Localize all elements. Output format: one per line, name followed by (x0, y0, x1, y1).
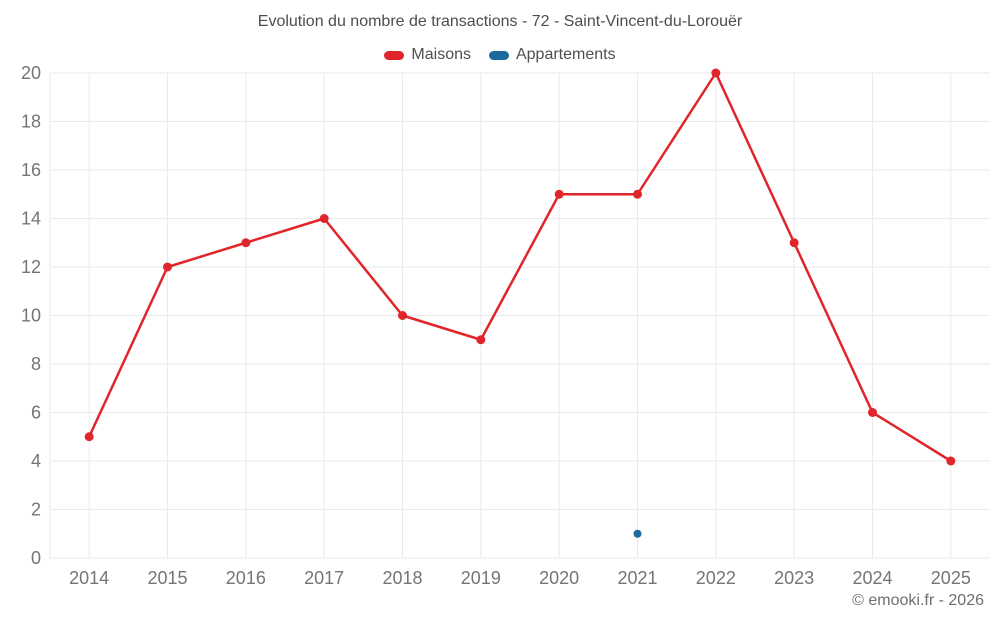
y-axis-tick-label: 8 (31, 354, 41, 374)
x-axis-tick-label: 2022 (696, 568, 736, 588)
x-axis-tick-label: 2015 (147, 568, 187, 588)
chart-legend: Maisons Appartements (0, 46, 1000, 64)
x-axis-tick-label: 2020 (539, 568, 579, 588)
x-axis-tick-label: 2017 (304, 568, 344, 588)
maisons-swatch-icon (384, 50, 405, 60)
maisons-data-point[interactable] (711, 68, 721, 78)
chart-title: Evolution du nombre de transactions - 72… (257, 13, 743, 30)
maisons-data-point[interactable] (319, 214, 329, 223)
maisons-data-point[interactable] (241, 238, 251, 248)
maisons-data-point[interactable] (476, 335, 486, 345)
x-axis-tick-label: 2019 (461, 568, 501, 588)
y-axis-tick-label: 18 (21, 112, 41, 132)
x-axis-tick-label: 2021 (617, 568, 657, 588)
y-axis-tick-label: 6 (31, 403, 41, 423)
maisons-line (87, 71, 953, 463)
x-axis-tick-label: 2018 (382, 568, 422, 588)
x-axis-tick-label: 2025 (931, 568, 971, 588)
y-axis-tick-label: 20 (21, 63, 41, 83)
maisons-data-point[interactable] (398, 311, 407, 320)
appartements-swatch-icon (488, 50, 509, 60)
y-axis-tick-label: 4 (31, 451, 41, 471)
maisons-data-point[interactable] (84, 432, 94, 442)
legend-label-maisons: Maisons (411, 46, 471, 63)
y-axis-tick-label: 12 (21, 257, 41, 277)
x-axis-tick-label: 2016 (226, 568, 266, 588)
y-axis-tick-label: 14 (21, 209, 41, 229)
y-axis-tick-label: 2 (31, 500, 41, 520)
y-axis-tick-label: 10 (21, 306, 41, 326)
maisons-data-point[interactable] (554, 189, 564, 199)
maisons-data-point[interactable] (868, 408, 877, 417)
maisons-data-point[interactable] (633, 189, 642, 199)
maisons-data-point[interactable] (789, 238, 799, 248)
x-axis-tick-label: 2014 (69, 568, 109, 588)
chart-credit: © emooki.fr - 2026 (852, 592, 984, 609)
x-axis-tick-label: 2024 (852, 568, 892, 588)
appartements-data-point[interactable] (633, 529, 642, 538)
x-axis-tick-label: 2023 (774, 568, 814, 588)
y-axis-tick-label: 0 (31, 548, 41, 568)
maisons-data-point[interactable] (946, 456, 956, 466)
legend-item-appartements[interactable]: Appartements (488, 46, 616, 64)
legend-label-appartements: Appartements (515, 46, 616, 63)
legend-item-maisons[interactable]: Maisons (384, 46, 471, 64)
maisons-data-point[interactable] (163, 262, 172, 272)
y-axis-tick-label: 16 (21, 160, 41, 180)
